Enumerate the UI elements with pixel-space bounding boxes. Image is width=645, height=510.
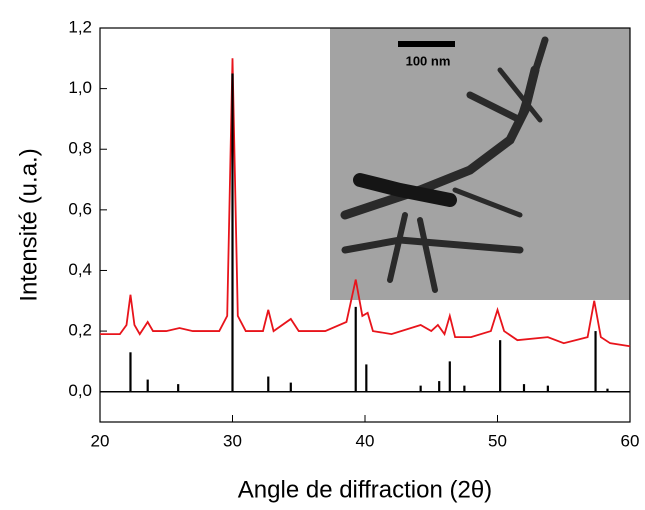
data-line [100,58,631,348]
scale-label: 100 nm [406,53,451,68]
y-tick-label: 0,4 [68,260,92,279]
y-tick-label: 1,2 [68,17,92,36]
y-tick-label: 0,0 [68,381,92,400]
x-tick-label: 60 [621,431,640,450]
y-tick-label: 0,8 [68,139,92,158]
x-axis-title: Angle de diffraction (2θ) [238,476,492,503]
x-tick-label: 30 [223,431,242,450]
y-tick-label: 0,6 [68,199,92,218]
x-tick-label: 20 [91,431,110,450]
y-tick-label: 0,2 [68,321,92,340]
x-tick-label: 50 [488,431,507,450]
y-axis-title: Intensité (u.a.) [15,148,42,301]
x-tick-label: 40 [356,431,375,450]
y-tick-label: 1,0 [68,78,92,97]
inset-image [330,28,630,300]
